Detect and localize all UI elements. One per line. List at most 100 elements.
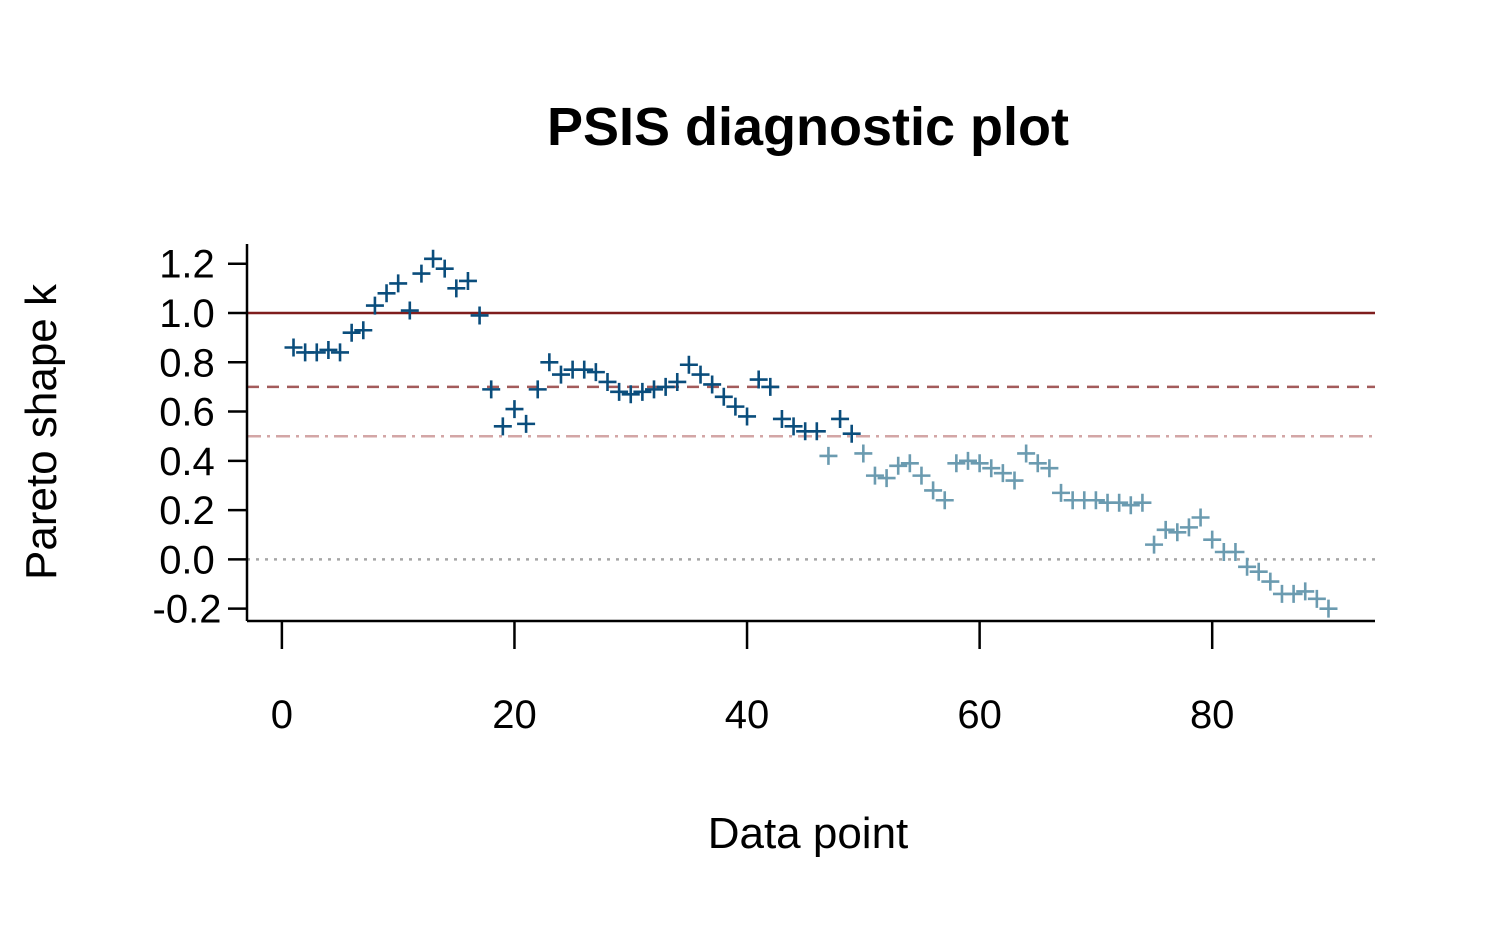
y-axis: 1.2 1.0 0.8 0.6 0.4 0.2 0.0 -0.2 [153, 243, 249, 632]
data-point [726, 397, 745, 416]
data-point [656, 377, 675, 396]
data-point [1226, 543, 1245, 562]
data-point [935, 491, 954, 510]
data-point [1203, 530, 1222, 549]
x-tick-label: 20 [492, 693, 537, 737]
data-point [1296, 582, 1315, 601]
data-point [900, 454, 919, 473]
data-point [679, 355, 698, 374]
data-point [1191, 508, 1210, 527]
data-point [1110, 493, 1129, 512]
data-point [970, 454, 989, 473]
data-point [458, 271, 477, 290]
data-point [1133, 493, 1152, 512]
data-point [761, 377, 780, 396]
data-point [784, 417, 803, 436]
data-point [889, 456, 908, 475]
data-point [354, 321, 373, 340]
data-point [772, 409, 791, 428]
y-tick-label: -0.2 [153, 588, 222, 632]
data-point [493, 417, 512, 436]
y-tick-label: 0.0 [159, 538, 215, 582]
data-point [807, 422, 826, 441]
data-point [517, 414, 536, 433]
data-point [505, 400, 524, 419]
data-point [389, 274, 408, 293]
x-tick-label: 80 [1190, 693, 1235, 737]
data-point [1040, 459, 1059, 478]
data-point [1121, 496, 1140, 515]
data-point [854, 444, 873, 463]
data-point [1028, 454, 1047, 473]
data-point [1005, 471, 1024, 490]
data-point [703, 375, 722, 394]
y-tick-label: 1.2 [159, 243, 215, 287]
data-point [1156, 520, 1175, 539]
data-point [470, 306, 489, 325]
chart-title: PSIS diagnostic plot [547, 97, 1069, 157]
y-tick-label: 1.0 [159, 292, 215, 336]
data-point [877, 469, 896, 488]
data-point [551, 365, 570, 384]
data-point [947, 454, 966, 473]
y-tick-label: 0.2 [159, 489, 215, 533]
data-point [482, 380, 501, 399]
data-point [1017, 444, 1036, 463]
data-point [1179, 518, 1198, 537]
data-point [831, 409, 850, 428]
data-point [307, 343, 326, 362]
data-point [319, 340, 338, 359]
data-point [842, 424, 861, 443]
data-point [1284, 584, 1303, 603]
data-point [738, 407, 757, 426]
y-tick-label: 0.6 [159, 391, 215, 435]
x-tick-label: 60 [957, 693, 1002, 737]
x-axis-label: Data point [708, 809, 909, 858]
data-point [982, 459, 1001, 478]
data-point [819, 446, 838, 465]
data-point [1052, 483, 1071, 502]
y-tick-label: 0.8 [159, 341, 215, 385]
y-axis-label: Pareto shape k [17, 283, 66, 580]
data-point [435, 259, 454, 278]
x-tick-label: 0 [271, 693, 293, 737]
data-point [633, 382, 652, 401]
data-point [1261, 572, 1280, 591]
data-point [1086, 491, 1105, 510]
data-point [1168, 523, 1187, 542]
data-point [865, 466, 884, 485]
reference-lines [247, 311, 1375, 561]
data-point [993, 464, 1012, 483]
data-point [377, 284, 396, 303]
data-point [912, 466, 931, 485]
data-points [284, 249, 1338, 618]
data-point [447, 279, 466, 298]
data-point [412, 264, 431, 283]
data-point [668, 372, 687, 391]
data-point [1307, 589, 1326, 608]
y-tick-label: 0.4 [159, 440, 215, 484]
data-point [621, 385, 640, 404]
data-point [691, 365, 710, 384]
data-point [610, 382, 629, 401]
data-point [598, 372, 617, 391]
data-point [958, 451, 977, 470]
data-point [924, 481, 943, 500]
data-point [1319, 599, 1338, 618]
x-axis: 0 20 40 60 80 [247, 619, 1375, 737]
data-point [424, 249, 443, 268]
data-point [540, 353, 559, 372]
data-point [575, 360, 594, 379]
x-tick-label: 40 [725, 693, 770, 737]
data-point [528, 380, 547, 399]
data-point [331, 343, 350, 362]
data-point [749, 370, 768, 389]
data-point [1249, 562, 1268, 581]
data-point [1145, 535, 1164, 554]
data-point [342, 323, 361, 342]
data-point [1238, 557, 1257, 576]
data-point [645, 380, 664, 399]
data-point [714, 387, 733, 406]
data-point [400, 301, 419, 320]
